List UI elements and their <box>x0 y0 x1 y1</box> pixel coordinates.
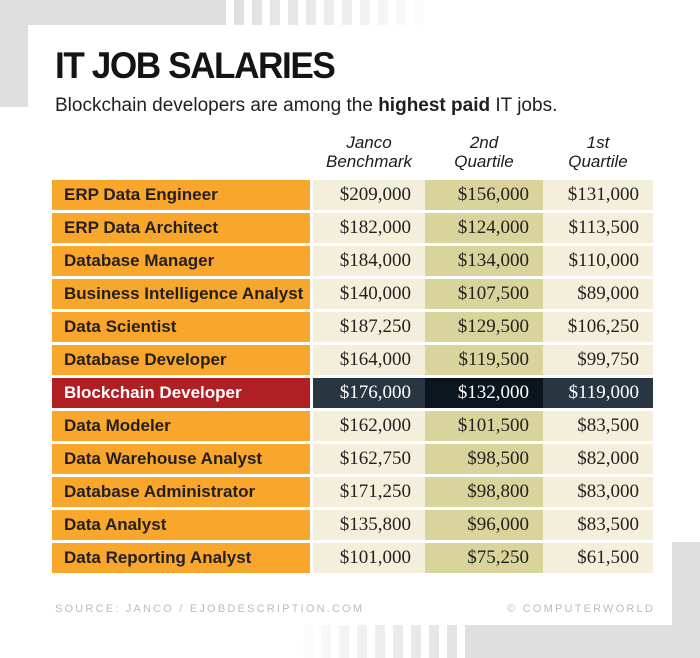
janco-benchmark-cell: $176,000 <box>313 378 425 408</box>
second-quartile-cell: $98,500 <box>425 444 543 474</box>
janco-benchmark-cell: $171,250 <box>313 477 425 507</box>
decor-gray-block-bottom-right <box>465 625 700 658</box>
table-row: ERP Data Architect $182,000 $124,000 $113,5… <box>52 213 653 243</box>
table-row: ERP Data Engineer $209,000 $156,000 $131,00… <box>52 180 653 210</box>
first-quartile-cell: $110,000 <box>543 246 653 276</box>
publisher-credit: © COMPUTERWORLD <box>507 603 655 615</box>
job-title-cell: ERP Data Architect <box>52 213 313 243</box>
job-title-cell: Business Intelligence Analyst <box>52 279 313 309</box>
column-header-spacer <box>52 130 313 133</box>
second-quartile-cell: $101,500 <box>425 411 543 441</box>
table-row: Data Reporting Analyst $101,000 $75,250 $61… <box>52 543 653 573</box>
first-quartile-cell: $61,500 <box>543 543 653 573</box>
second-quartile-cell: $156,000 <box>425 180 543 210</box>
first-quartile-cell: $99,750 <box>543 345 653 375</box>
job-title-cell: Data Reporting Analyst <box>52 543 313 573</box>
job-title-cell: Database Developer <box>52 345 313 375</box>
header-line: 1st <box>586 133 610 152</box>
table-row: Data Scientist $187,250 $129,500 $106,250 <box>52 312 653 342</box>
source-credit: SOURCE: JANCO / EJOBDESCRIPTION.COM <box>55 603 365 615</box>
header-line: Quartile <box>568 152 628 171</box>
job-title-cell: Database Manager <box>52 246 313 276</box>
decor-stripes-top <box>226 0 434 26</box>
page-title: IT JOB SALARIES <box>55 45 336 86</box>
job-title-cell: Data Warehouse Analyst <box>52 444 313 474</box>
janco-benchmark-cell: $101,000 <box>313 543 425 573</box>
table-row-highlighted: Blockchain Developer $176,000 $132,000 $119… <box>52 378 653 408</box>
janco-benchmark-cell: $140,000 <box>313 279 425 309</box>
job-title-cell: Data Scientist <box>52 312 313 342</box>
table-body: ERP Data Engineer $209,000 $156,000 $131,00… <box>52 180 653 573</box>
second-quartile-cell: $107,500 <box>425 279 543 309</box>
second-quartile-cell: $119,500 <box>425 345 543 375</box>
subtitle-suffix: IT jobs. <box>490 95 558 116</box>
table-row: Data Warehouse Analyst $162,750 $98,500 $82… <box>52 444 653 474</box>
header-line: Benchmark <box>326 152 412 171</box>
table-row: Database Developer $164,000 $119,500 $99,75… <box>52 345 653 375</box>
table-row: Database Administrator $171,250 $98,800 $83… <box>52 477 653 507</box>
job-title-cell: Data Modeler <box>52 411 313 441</box>
second-quartile-cell: $75,250 <box>425 543 543 573</box>
footer: SOURCE: JANCO / EJOBDESCRIPTION.COM © CO… <box>55 603 655 615</box>
job-title-cell: Database Administrator <box>52 477 313 507</box>
janco-benchmark-cell: $182,000 <box>313 213 425 243</box>
job-title-cell: Blockchain Developer <box>52 378 313 408</box>
decor-stripes-bottom <box>292 625 465 658</box>
first-quartile-cell: $83,000 <box>543 477 653 507</box>
header-line: 2nd <box>469 133 499 152</box>
janco-benchmark-cell: $162,750 <box>313 444 425 474</box>
column-header-1st-quartile: 1st Quartile <box>543 130 653 171</box>
second-quartile-cell: $134,000 <box>425 246 543 276</box>
subtitle-prefix: Blockchain developers are among the <box>55 95 379 116</box>
job-title-cell: Data Analyst <box>52 510 313 540</box>
first-quartile-cell: $119,000 <box>543 378 653 408</box>
second-quartile-cell: $98,800 <box>425 477 543 507</box>
first-quartile-cell: $131,000 <box>543 180 653 210</box>
first-quartile-cell: $83,500 <box>543 411 653 441</box>
table-header-row: Janco Benchmark 2nd Quartile 1st Quartil… <box>52 130 653 180</box>
first-quartile-cell: $89,000 <box>543 279 653 309</box>
subtitle-bold: highest paid <box>378 95 491 116</box>
second-quartile-cell: $124,000 <box>425 213 543 243</box>
janco-benchmark-cell: $209,000 <box>313 180 425 210</box>
janco-benchmark-cell: $135,800 <box>313 510 425 540</box>
salary-table: Janco Benchmark 2nd Quartile 1st Quartil… <box>52 130 653 576</box>
janco-benchmark-cell: $164,000 <box>313 345 425 375</box>
table-row: Business Intelligence Analyst $140,000 $10… <box>52 279 653 309</box>
janco-benchmark-cell: $187,250 <box>313 312 425 342</box>
first-quartile-cell: $106,250 <box>543 312 653 342</box>
header-line: Quartile <box>454 152 514 171</box>
table-row: Database Manager $184,000 $134,000 $110,000 <box>52 246 653 276</box>
second-quartile-cell: $132,000 <box>425 378 543 408</box>
header-line: Janco <box>346 133 392 152</box>
infographic-card: IT JOB SALARIES Blockchain developers ar… <box>28 25 672 625</box>
second-quartile-cell: $129,500 <box>425 312 543 342</box>
column-header-janco-benchmark: Janco Benchmark <box>313 130 425 171</box>
second-quartile-cell: $96,000 <box>425 510 543 540</box>
page-subtitle: Blockchain developers are among the high… <box>55 95 557 117</box>
table-row: Data Analyst $135,800 $96,000 $83,500 <box>52 510 653 540</box>
janco-benchmark-cell: $162,000 <box>313 411 425 441</box>
first-quartile-cell: $113,500 <box>543 213 653 243</box>
first-quartile-cell: $83,500 <box>543 510 653 540</box>
column-header-2nd-quartile: 2nd Quartile <box>425 130 543 171</box>
first-quartile-cell: $82,000 <box>543 444 653 474</box>
janco-benchmark-cell: $184,000 <box>313 246 425 276</box>
job-title-cell: ERP Data Engineer <box>52 180 313 210</box>
table-row: Data Modeler $162,000 $101,500 $83,500 <box>52 411 653 441</box>
